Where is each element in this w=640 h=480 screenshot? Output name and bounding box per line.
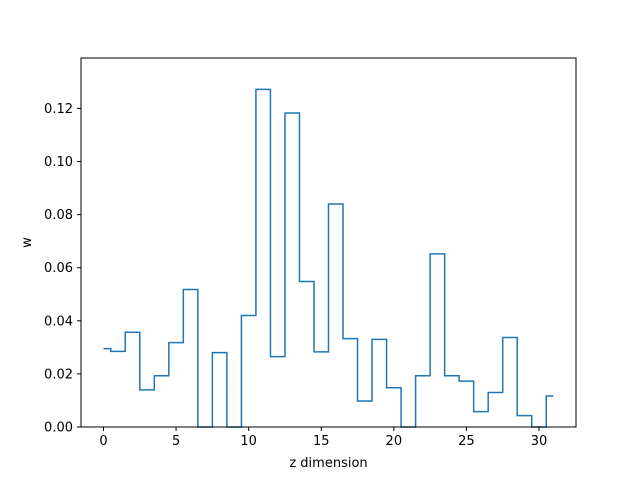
y-tick-label: 0.06: [44, 261, 73, 276]
y-tick-label: 0.00: [44, 421, 73, 436]
plot-area: [103, 88, 554, 428]
x-axis: 0 5 10 15 20 25 30: [99, 427, 547, 449]
x-tick-label: 15: [313, 434, 330, 449]
y-tick-label: 0.04: [44, 314, 73, 329]
x-tick-label: 30: [531, 434, 548, 449]
axes-frame: [80, 57, 577, 428]
x-tick-label: 25: [458, 434, 475, 449]
y-axis-label: w: [20, 237, 35, 248]
series-line-0: [103, 88, 554, 428]
x-tick-label: 20: [386, 434, 403, 449]
x-axis-label: z dimension: [289, 456, 367, 471]
y-tick-label: 0.08: [44, 208, 73, 223]
y-tick-label: 0.02: [44, 367, 73, 382]
y-axis: 0.00 0.02 0.04 0.06 0.08 0.10 0.12: [44, 102, 81, 436]
x-tick-label: 0: [99, 434, 107, 449]
x-tick-label: 5: [172, 434, 180, 449]
y-tick-label: 0.10: [44, 155, 73, 170]
x-tick-label: 10: [240, 434, 257, 449]
y-tick-label: 0.12: [44, 102, 73, 117]
